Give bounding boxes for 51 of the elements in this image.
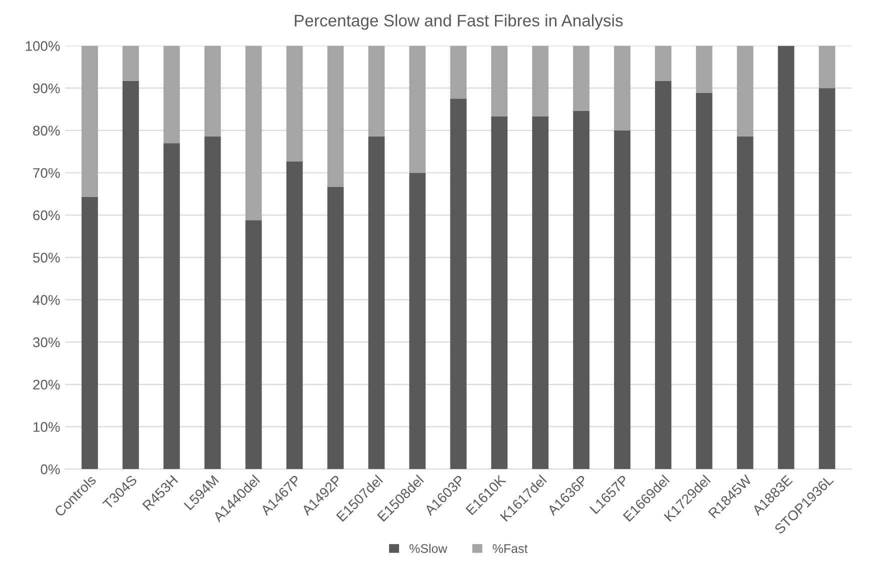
y-tick-label: 50% — [33, 252, 60, 263]
y-tick-label: 0% — [40, 464, 60, 474]
legend-label: %Fast — [492, 544, 528, 553]
y-tick-label: 100% — [26, 41, 60, 51]
bar — [450, 46, 467, 99]
chart-title: Percentage Slow and Fast Fibres in Analysis — [294, 14, 623, 30]
bar — [573, 46, 590, 111]
bar — [245, 46, 262, 220]
bar — [368, 136, 385, 470]
bar — [409, 46, 426, 173]
bar — [204, 136, 221, 470]
y-tick-label: 60% — [33, 210, 60, 220]
bar — [450, 98, 467, 470]
bar — [491, 46, 508, 116]
bar — [122, 46, 139, 81]
bar — [82, 196, 98, 470]
bar — [245, 220, 262, 470]
y-tick-label: 70% — [33, 168, 60, 178]
bar — [286, 46, 303, 162]
bar — [696, 46, 712, 93]
y-tick-label: 20% — [33, 380, 60, 390]
bar — [818, 46, 836, 88]
y-tick-label: 10% — [34, 422, 60, 432]
bar — [409, 172, 426, 470]
bar — [655, 80, 672, 470]
bar — [532, 46, 549, 116]
bar — [573, 110, 590, 470]
bar — [491, 116, 508, 470]
y-tick-label: 30% — [33, 337, 60, 348]
bar — [163, 143, 180, 470]
bar — [778, 46, 794, 470]
bar — [327, 46, 344, 187]
bar — [614, 46, 630, 130]
legend-label: %Slow — [410, 544, 448, 553]
bar — [655, 46, 672, 81]
bar — [818, 88, 836, 470]
bar — [82, 46, 98, 197]
bar — [614, 130, 630, 470]
bar — [286, 161, 303, 470]
bar — [204, 46, 221, 136]
bar — [532, 116, 549, 470]
bar — [163, 46, 180, 144]
y-tick-label: 80% — [33, 126, 60, 136]
bar — [736, 46, 754, 136]
bar — [696, 92, 712, 470]
bar — [327, 186, 344, 470]
bar — [736, 136, 754, 470]
y-tick-label: 40% — [32, 295, 60, 305]
bar — [368, 46, 385, 136]
bar — [122, 80, 139, 470]
y-tick-label: 90% — [33, 83, 60, 94]
